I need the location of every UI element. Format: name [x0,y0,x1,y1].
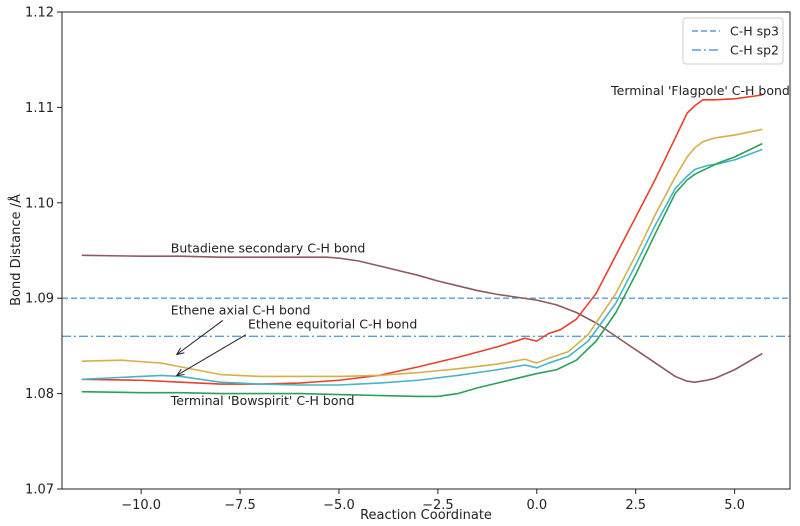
annotations: Terminal 'Flagpole' C-H bond Butadiene se… [170,83,790,408]
y-tick-label: 1.07 [25,483,54,498]
x-axis: −10.0 −7.5 −5.0 −2.5 0.0 2.5 5.0 [121,489,745,513]
plot-area [62,12,790,489]
annotation-arrow [177,320,224,354]
x-tick-label: −10.0 [121,498,161,513]
legend-label: C-H sp3 [730,24,779,39]
plot-frame [61,11,791,490]
x-axis-label: Reaction Coordinate [360,508,492,523]
series-line-3 [81,148,763,386]
annotation-text: Terminal 'Flagpole' C-H bond [610,83,790,98]
series-lines [81,94,763,398]
x-tick-label: 2.5 [625,498,646,513]
legend-box [682,17,784,65]
x-tick-label: 5.0 [724,498,745,513]
y-axis: 1.07 1.08 1.09 1.10 1.11 1.12 [25,6,62,498]
x-tick-label: −2.5 [422,498,454,513]
y-tick-label: 1.09 [25,292,54,307]
x-tick-label: 0.0 [526,498,547,513]
x-tick-label: −5.0 [323,498,355,513]
annotation-text: Butadiene secondary C-H bond [171,240,366,255]
y-tick-label: 1.12 [25,6,54,21]
y-tick-label: 1.08 [25,387,54,402]
series-line-4 [81,142,763,398]
series-line-2 [81,128,763,378]
series-line-0 [81,254,763,383]
y-axis-label: Bond Distance /Å [8,194,24,306]
x-tick-label: −7.5 [224,498,256,513]
annotation-text: Ethene equitorial C-H bond [248,317,417,332]
legend: C-H sp3 C-H sp2 [682,17,784,65]
reference-lines [62,297,790,338]
legend-label: C-H sp2 [730,43,779,58]
annotation-text: Ethene axial C-H bond [171,302,311,317]
annotation-text: Terminal 'Bowspirit' C-H bond [170,393,355,408]
annotation-arrow [177,334,247,376]
y-tick-label: 1.10 [25,196,54,211]
y-tick-label: 1.11 [25,101,54,116]
